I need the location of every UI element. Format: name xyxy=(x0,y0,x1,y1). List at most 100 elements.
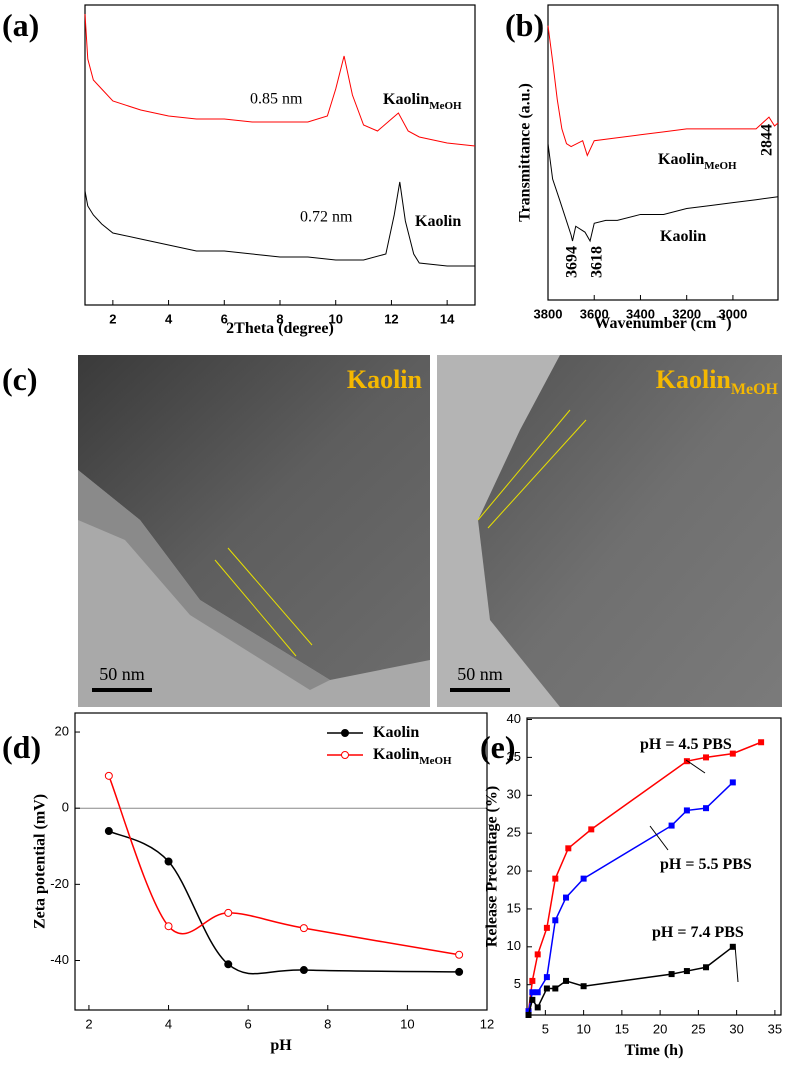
x-tick-label: 6 xyxy=(221,311,228,326)
marker xyxy=(703,805,710,812)
marker xyxy=(299,966,308,975)
x-label-main: 2Theta (degree) xyxy=(226,320,334,337)
leader-line xyxy=(685,759,706,774)
marker xyxy=(563,894,570,901)
x-tick-label: 3600 xyxy=(580,306,609,321)
marker xyxy=(543,985,550,992)
scale-bar xyxy=(92,688,152,692)
annotation: 0.85 nm xyxy=(250,91,303,108)
series-line xyxy=(108,775,460,956)
marker xyxy=(534,1004,541,1011)
series-label: Kaolin xyxy=(660,228,706,245)
x-tick-label: 8 xyxy=(276,311,283,326)
x-tick-label: 15 xyxy=(615,1021,629,1036)
plot-frame xyxy=(84,4,476,306)
series-label: KaolinMeOH xyxy=(383,91,462,112)
label-sub: MeOH xyxy=(429,100,462,112)
marker xyxy=(543,974,550,981)
x-tick-label: 30 xyxy=(729,1021,743,1036)
marker xyxy=(534,989,541,996)
series-label: Kaolin xyxy=(415,213,461,230)
marker xyxy=(104,827,113,836)
x-label-main: Wavenumber (cm xyxy=(594,315,717,332)
series-line xyxy=(547,25,779,157)
series-line xyxy=(84,13,476,147)
y-tick-label: -40 xyxy=(50,952,69,967)
panel-label: (d) xyxy=(2,729,41,765)
x-axis-label: Wavenumber (cm-1) xyxy=(594,309,731,332)
label-sub: MeOH xyxy=(731,381,779,398)
series-label: pH = 7.4 PBS xyxy=(652,924,744,941)
y-axis-label: Release Precentage (%) xyxy=(484,786,501,947)
series-line xyxy=(547,143,779,243)
plot-frame xyxy=(74,712,488,1011)
image-label: KaolinMeOH xyxy=(656,365,779,398)
y-tick-label: -20 xyxy=(50,876,69,891)
x-tick-label: 10 xyxy=(400,1016,414,1031)
leader-line xyxy=(734,944,739,983)
marker xyxy=(552,917,559,924)
x-tick-label: 4 xyxy=(165,311,173,326)
x-tick-label: 10 xyxy=(328,311,342,326)
y-tick-label: 5 xyxy=(514,976,521,991)
marker xyxy=(525,1008,532,1015)
legend-marker xyxy=(341,751,349,759)
annotation: 2844 xyxy=(759,124,776,156)
marker xyxy=(299,924,308,933)
legend-marker xyxy=(341,729,349,737)
panel-label: (e) xyxy=(480,729,516,765)
x-axis-label: pH xyxy=(270,1037,292,1054)
marker xyxy=(164,857,173,866)
lattice-line xyxy=(487,419,587,529)
marker xyxy=(580,983,587,990)
x-tick-label: 12 xyxy=(384,311,398,326)
marker xyxy=(529,996,536,1003)
scale-label: 50 nm xyxy=(99,664,145,684)
chart: (d) 2 4 6 8 10 12 20 0 -20 -40 pH Zeta potential (mV… xyxy=(2,712,494,1054)
x-tick-label: 2 xyxy=(109,311,116,326)
y-tick-label: 40 xyxy=(507,711,521,726)
x-label-end: ) xyxy=(726,315,731,332)
marker xyxy=(164,922,173,931)
marker xyxy=(104,771,113,780)
tem-panel: (c) 50 nm Kaolin 50 nm KaolinMeOH xyxy=(2,355,782,707)
lattice-line xyxy=(477,409,571,521)
flake xyxy=(78,355,430,680)
marker xyxy=(529,977,536,984)
series-line xyxy=(84,181,475,267)
y-tick-label: 10 xyxy=(507,938,521,953)
series-line xyxy=(527,946,734,1016)
x-tick-label: 5 xyxy=(542,1021,549,1036)
marker xyxy=(729,750,736,757)
marker xyxy=(729,943,736,950)
series-line xyxy=(527,781,734,1012)
flake-edge xyxy=(78,470,330,690)
leader-line xyxy=(649,825,669,851)
y-tick-label: 25 xyxy=(507,825,521,840)
marker xyxy=(224,908,233,917)
y-tick-label: 0 xyxy=(62,800,69,815)
marker xyxy=(729,779,736,786)
annotation: 3618 xyxy=(589,246,606,278)
marker xyxy=(224,960,233,969)
y-tick-label: 35 xyxy=(507,749,521,764)
x-axis-label: 2Theta (degree) xyxy=(226,320,334,337)
x-tick-label: 3200 xyxy=(672,306,701,321)
y-tick-label: 30 xyxy=(507,787,521,802)
annotation: 0.72 nm xyxy=(300,209,353,226)
panel-label: (b) xyxy=(505,7,544,43)
marker xyxy=(455,967,464,976)
series-label: KaolinMeOH xyxy=(373,746,452,767)
label-main: Kaolin xyxy=(660,228,706,245)
marker xyxy=(668,971,675,978)
series-line xyxy=(527,741,762,1012)
marker xyxy=(580,875,587,882)
x-label-sup: -1 xyxy=(716,309,726,323)
series-label: KaolinMeOH xyxy=(658,151,737,172)
label-main: Kaolin xyxy=(415,213,461,230)
marker xyxy=(543,924,550,931)
label-main: pH = 5.5 PBS xyxy=(660,856,752,873)
